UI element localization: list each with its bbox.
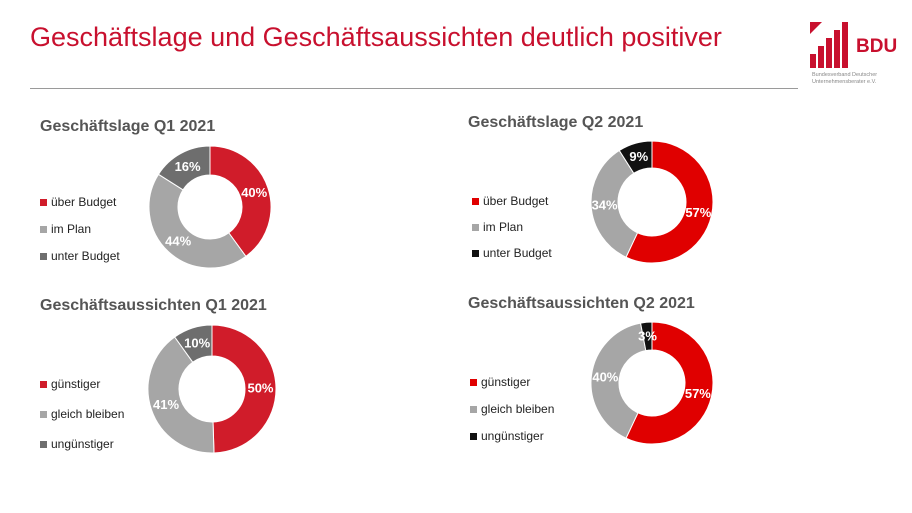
donut-slice xyxy=(618,140,653,174)
donut-slice-label: 3% xyxy=(638,329,657,344)
donut-slice-label: 41% xyxy=(153,397,179,412)
legend-label: unter Budget xyxy=(51,249,120,263)
donut-slice xyxy=(639,321,653,352)
legend-item: im Plan xyxy=(472,220,552,234)
donut-slice xyxy=(147,336,215,454)
legend-item: über Budget xyxy=(40,195,120,209)
legend-item: günstiger xyxy=(40,377,124,391)
donut-slice-label: 57% xyxy=(685,386,711,401)
donut-slice xyxy=(625,140,714,264)
legend-item: günstiger xyxy=(470,375,554,389)
logo-bars-icon xyxy=(810,22,848,68)
legend-swatch xyxy=(40,410,47,418)
legend-label: im Plan xyxy=(483,220,524,234)
legend-swatch xyxy=(40,380,47,388)
legend-item: unter Budget xyxy=(472,246,552,260)
legend-label: gleich bleiben xyxy=(51,407,125,421)
logo-subtitle-1: Bundesverband Deutscher xyxy=(812,72,878,78)
legend-swatch xyxy=(470,405,477,413)
donut-slice-label: 16% xyxy=(175,159,201,174)
donut-slice xyxy=(625,321,714,445)
donut-slice-label: 44% xyxy=(165,233,191,248)
legend-lage-q2: über Budget im Plan unter Budget xyxy=(472,194,552,260)
legend-item: ungünstiger xyxy=(470,429,554,443)
donut-slice xyxy=(211,324,277,454)
donut-slice-label: 34% xyxy=(592,197,618,212)
legend-swatch xyxy=(40,198,47,206)
legend-aussichten-q2: günstiger gleich bleiben ungünstiger xyxy=(470,375,554,443)
legend-aussichten-q1: günstiger gleich bleiben ungünstiger xyxy=(40,377,124,451)
legend-swatch xyxy=(472,249,479,257)
legend-swatch xyxy=(470,432,477,440)
chart-title-aussichten-q2: Geschäftsaussichten Q2 2021 xyxy=(468,295,695,312)
logo-subtitle-2: Unternehmensberater e.V. xyxy=(812,79,877,85)
page-title: Geschäftslage und Geschäftsaussichten de… xyxy=(30,22,722,52)
legend-label: über Budget xyxy=(483,194,549,208)
donut-slice-label: 40% xyxy=(241,185,267,200)
donut-slice xyxy=(157,145,211,191)
legend-item: ungünstiger xyxy=(40,437,124,451)
legend-label: ungünstiger xyxy=(51,437,114,451)
donut-slice-label: 9% xyxy=(629,149,648,164)
logo-text: BDU xyxy=(856,36,898,57)
title-divider xyxy=(30,88,798,89)
legend-item: unter Budget xyxy=(40,249,120,263)
legend-label: gleich bleiben xyxy=(481,402,555,416)
donut-slice-label: 50% xyxy=(247,381,273,396)
legend-item: gleich bleiben xyxy=(40,407,124,421)
donut-slice-label: 57% xyxy=(685,205,711,220)
donut-slice xyxy=(174,324,213,363)
legend-label: günstiger xyxy=(51,377,101,391)
legend-label: ungünstiger xyxy=(481,429,544,443)
chart-title-lage-q2: Geschäftslage Q2 2021 xyxy=(468,114,644,131)
donut-slice-label: 10% xyxy=(184,335,210,350)
legend-label: günstiger xyxy=(481,375,531,389)
legend-swatch xyxy=(40,225,47,233)
legend-label: über Budget xyxy=(51,195,117,209)
legend-item: gleich bleiben xyxy=(470,402,554,416)
legend-lage-q1: über Budget im Plan unter Budget xyxy=(40,195,120,263)
legend-swatch xyxy=(470,378,477,386)
bdu-logo: BDU Bundesverband Deutscher Unternehmens… xyxy=(808,18,904,88)
legend-swatch xyxy=(472,197,479,205)
legend-swatch xyxy=(40,440,47,448)
legend-swatch xyxy=(472,223,479,231)
legend-item: über Budget xyxy=(472,194,552,208)
legend-swatch xyxy=(40,252,47,260)
donut-slice xyxy=(148,173,247,269)
chart-title-lage-q1: Geschäftslage Q1 2021 xyxy=(40,118,216,135)
legend-label: unter Budget xyxy=(483,246,552,260)
chart-title-aussichten-q1: Geschäftsaussichten Q1 2021 xyxy=(40,297,267,314)
legend-label: im Plan xyxy=(51,222,92,236)
donut-slice-label: 40% xyxy=(592,370,618,385)
donut-slice xyxy=(590,322,647,439)
donut-slice xyxy=(590,149,639,258)
legend-item: im Plan xyxy=(40,222,120,236)
donut-slice xyxy=(209,145,272,258)
